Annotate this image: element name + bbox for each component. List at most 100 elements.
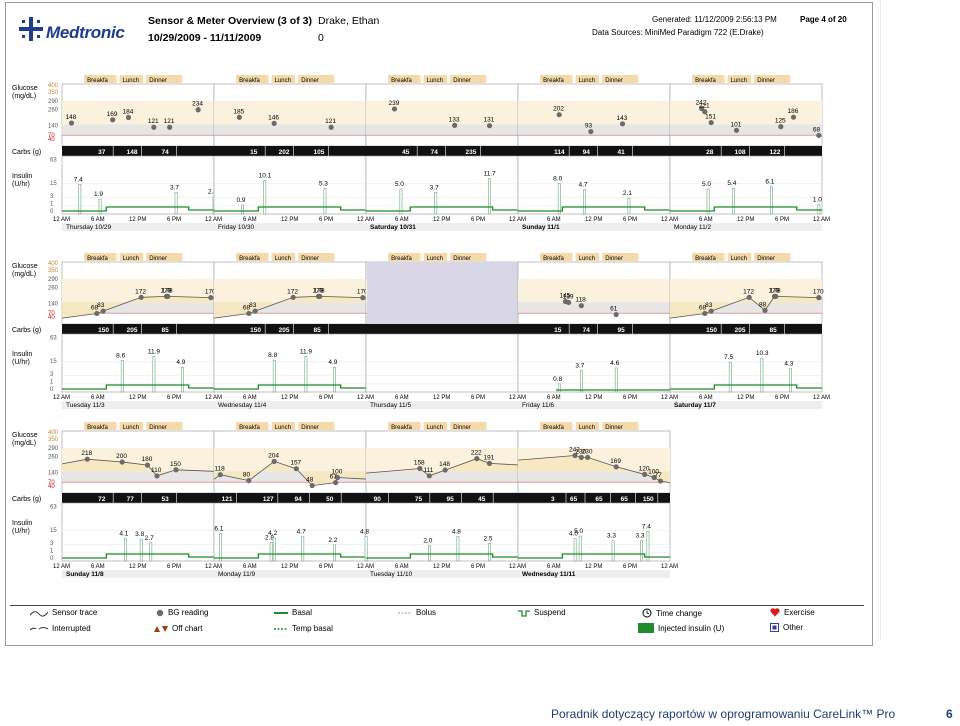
time-tick-label: 12 AM bbox=[53, 564, 70, 570]
legend-exercise-label: Exercise bbox=[784, 608, 815, 617]
sensor-high-fill bbox=[214, 296, 366, 319]
carbs-value: 150 bbox=[250, 327, 261, 334]
carbs-value: 74 bbox=[583, 327, 591, 334]
day-label: Monday 11/9 bbox=[218, 571, 255, 578]
bg-reading-dot bbox=[642, 471, 648, 477]
time-tick-label: 6 PM bbox=[167, 564, 181, 570]
insulin-panel bbox=[517, 502, 671, 562]
day-label-bg bbox=[670, 223, 822, 231]
report-date-range: 10/29/2009 - 11/11/2009 bbox=[148, 32, 262, 44]
bg-reading-dot bbox=[578, 303, 584, 309]
basal-line bbox=[214, 553, 366, 559]
carbs-value: 122 bbox=[770, 149, 781, 156]
bg-reading-dot bbox=[271, 120, 277, 126]
bg-reading-dot bbox=[84, 456, 90, 462]
legend-other-label: Other bbox=[783, 623, 804, 632]
bg-reading-dot bbox=[816, 295, 822, 301]
meal-band-box bbox=[575, 253, 600, 261]
carbs-value: 50 bbox=[326, 496, 334, 503]
bolus-bar bbox=[611, 540, 615, 562]
overview-charts: Glucose(mg/dL)Carbs (g)Insulin(U/hr)4003… bbox=[12, 75, 830, 578]
carbs-value: 65 bbox=[570, 496, 578, 503]
basal-line bbox=[366, 206, 518, 212]
bolus-value: 11.9 bbox=[148, 348, 161, 355]
bg-reading-value: 83 bbox=[249, 302, 257, 309]
bolus-value: 4.9 bbox=[328, 359, 337, 366]
bg-reading-dot bbox=[252, 308, 258, 314]
insulin-panel bbox=[213, 155, 367, 215]
bg-reading-dot bbox=[790, 114, 797, 120]
day-label: Wednesday 11/4 bbox=[218, 402, 267, 409]
legend-time-change: Time change bbox=[642, 608, 702, 618]
high-range-band bbox=[214, 101, 366, 125]
time-tick-label: 6 AM bbox=[91, 564, 105, 570]
meal-band-label: Lunch bbox=[275, 425, 291, 431]
brand-logo-text: Medtronic bbox=[46, 23, 125, 42]
time-tick-label: 6 AM bbox=[395, 217, 409, 223]
meal-band-box bbox=[692, 75, 725, 83]
meal-band-label: Lunch bbox=[579, 256, 595, 262]
legend-temp-basal: Temp basal bbox=[274, 624, 333, 633]
bg-reading-dot bbox=[110, 117, 116, 123]
meal-band-label: Dinner bbox=[149, 78, 167, 84]
insulin-panel bbox=[365, 502, 519, 562]
bg-reading-dot bbox=[556, 112, 562, 118]
carbs-value: 15 bbox=[250, 149, 258, 156]
bg-reading-value: 68 bbox=[243, 304, 251, 311]
meal-band-box bbox=[727, 253, 752, 261]
bg-reading-value: 68 bbox=[699, 304, 707, 311]
time-tick-label: 6 AM bbox=[547, 564, 561, 570]
glucose-tick-label: 70 bbox=[48, 311, 55, 317]
bolus-value: 4.6 bbox=[610, 360, 619, 367]
bg-reading-value: 157 bbox=[290, 460, 301, 467]
carbs-value: 85 bbox=[162, 327, 170, 334]
time-tick-label: 12 AM bbox=[661, 564, 678, 570]
suspend-icon bbox=[518, 609, 530, 617]
bg-reading-value: 172 bbox=[743, 288, 754, 295]
bg-reading-dot bbox=[271, 458, 277, 464]
meal-band-label: Lunch bbox=[427, 78, 443, 84]
target-range-band bbox=[62, 124, 214, 136]
meal-band-label: Dinner bbox=[453, 425, 471, 431]
carbs-value: 202 bbox=[279, 149, 290, 156]
bg-reading-value: 186 bbox=[788, 108, 799, 115]
time-tick-label: 6 PM bbox=[623, 217, 637, 223]
bg-reading-value: 80 bbox=[243, 472, 251, 479]
meal-band-box bbox=[450, 75, 487, 83]
high-range-band bbox=[670, 101, 822, 125]
time-tick-label: 12 PM bbox=[129, 564, 146, 570]
bolus-value: 10.1 bbox=[259, 172, 272, 179]
insulin-panel bbox=[61, 155, 215, 215]
bg-reading-value: 68 bbox=[91, 304, 99, 311]
glucose-axis-label: Glucose bbox=[12, 432, 38, 439]
meal-band-box bbox=[754, 253, 791, 261]
bg-reading-dot bbox=[708, 119, 714, 126]
bg-reading-value: 133 bbox=[449, 116, 460, 123]
glucose-tick-label: 40 bbox=[48, 484, 55, 490]
bg-reading-dot bbox=[486, 123, 493, 129]
carbs-value: 95 bbox=[618, 327, 626, 334]
carbs-value: 150 bbox=[98, 327, 109, 334]
legend-interrupted-label: Interrupted bbox=[52, 624, 91, 633]
bolus-value: 6.1 bbox=[214, 526, 223, 533]
carbs-band bbox=[214, 146, 366, 156]
time-tick-label: 12 AM bbox=[509, 395, 526, 401]
glucose-tick-label: 40 bbox=[48, 315, 55, 321]
day-panel: Breakfa Lunch Dinner 148 169 184 121 121 234 37 14… bbox=[53, 75, 217, 231]
bolus-bar bbox=[241, 204, 245, 215]
meal-band-label: Lunch bbox=[275, 256, 291, 262]
meal-band-label: Breakfa bbox=[543, 256, 564, 262]
bg-reading-dot bbox=[236, 114, 242, 120]
bg-reading-value: 222 bbox=[471, 450, 482, 457]
meal-band-label: Dinner bbox=[301, 425, 319, 431]
bg-reading-dot bbox=[708, 308, 714, 314]
bg-reading-value: 131 bbox=[484, 117, 495, 124]
bolus-value: 4.7 bbox=[579, 182, 588, 189]
bolus-value: 3.7 bbox=[430, 184, 439, 191]
carbs-band bbox=[518, 146, 670, 156]
bg-reading-value: 204 bbox=[268, 452, 279, 459]
bg-reading-value: 170 bbox=[813, 289, 824, 296]
bolus-bar bbox=[98, 198, 102, 215]
bg-reading-dot bbox=[486, 460, 493, 466]
